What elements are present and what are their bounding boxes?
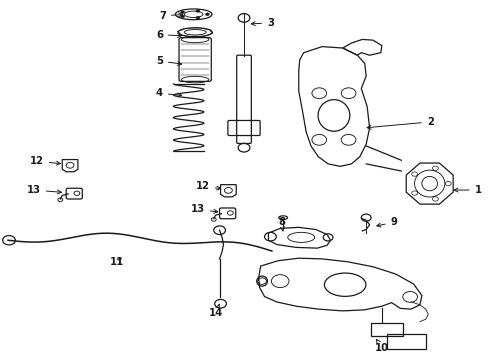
Text: 10: 10 (375, 339, 389, 353)
Circle shape (181, 15, 185, 18)
Text: 11: 11 (110, 257, 124, 267)
Text: 12: 12 (30, 156, 60, 166)
Text: 2: 2 (367, 117, 434, 129)
Text: 8: 8 (278, 217, 285, 231)
Text: 1: 1 (454, 185, 482, 195)
Circle shape (205, 13, 209, 16)
Text: 12: 12 (196, 181, 220, 192)
Text: 9: 9 (377, 217, 397, 227)
Circle shape (196, 9, 200, 12)
Text: 13: 13 (27, 185, 61, 195)
Text: 7: 7 (159, 11, 182, 21)
Text: 14: 14 (209, 305, 223, 318)
Text: 13: 13 (191, 204, 218, 215)
Text: 3: 3 (251, 18, 274, 28)
Circle shape (196, 16, 200, 19)
Text: 4: 4 (156, 88, 181, 98)
Text: 5: 5 (156, 56, 182, 66)
Text: 6: 6 (156, 30, 181, 40)
Circle shape (181, 11, 185, 14)
